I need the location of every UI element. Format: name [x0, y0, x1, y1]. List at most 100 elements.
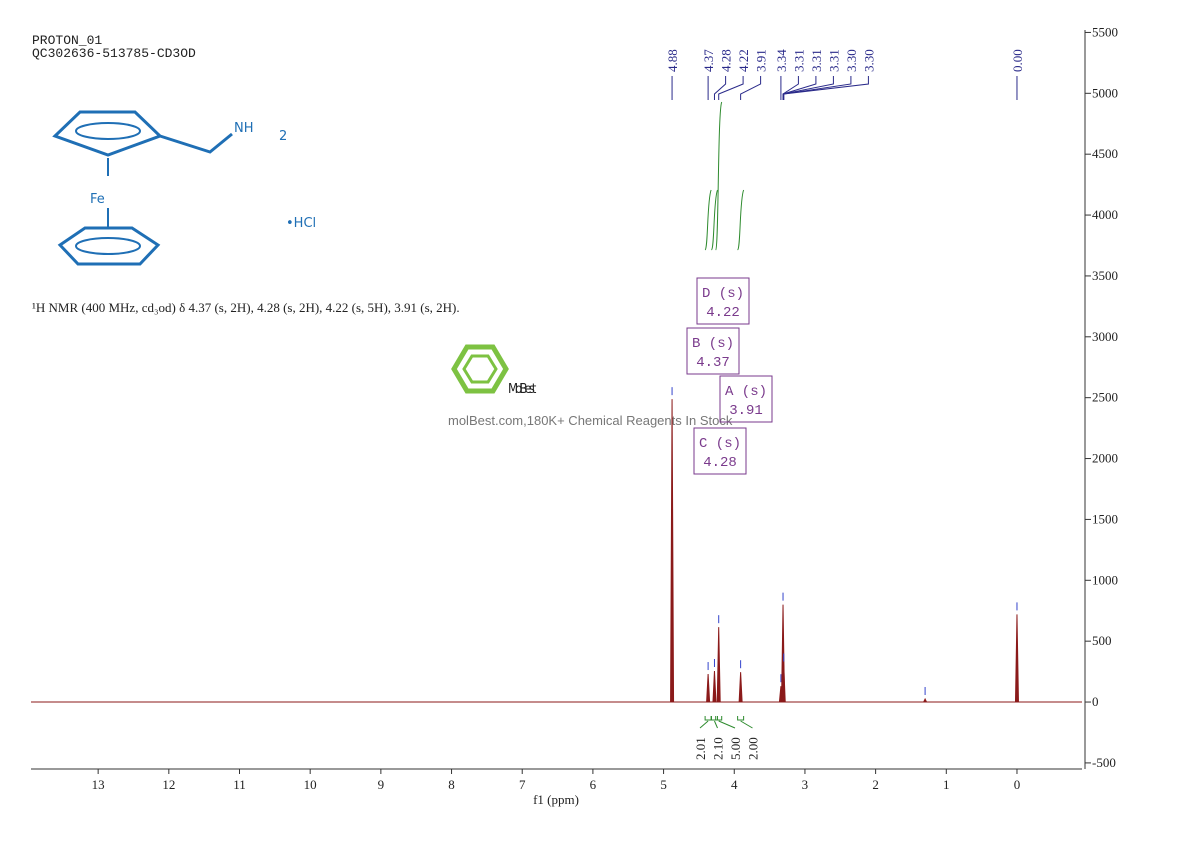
peak-label-leader [740, 76, 762, 100]
description: ¹H NMR (400 MHz, cd₃od) δ 4.37 (s, 2H), … [32, 300, 460, 315]
y-tick-label: 5000 [1092, 85, 1118, 100]
multiplet-shift: 4.37 [696, 355, 730, 371]
peak-label: 3.31 [826, 49, 841, 72]
peak-label: 4.37 [701, 49, 716, 72]
x-tick-label: 8 [448, 777, 455, 792]
peak-label-leader [783, 76, 852, 100]
x-tick-label: 13 [92, 777, 105, 792]
salt-label: •HCl [286, 216, 316, 231]
metal-label: Fe [90, 192, 105, 207]
y-tick-label: 1500 [1092, 511, 1118, 526]
integral-leader [740, 720, 753, 729]
peak-label: 4.88 [665, 49, 680, 72]
peak-label-leader [783, 76, 869, 100]
y-tick-label: -500 [1092, 755, 1116, 770]
bond [159, 132, 233, 154]
peak-label: 3.31 [809, 49, 824, 72]
y-tick-label: 3000 [1092, 329, 1118, 344]
cp-ring-inner [75, 237, 141, 255]
cp-ring [57, 226, 161, 266]
cp-ring-inner [75, 122, 141, 140]
multiplet-label: D (s) [702, 286, 744, 302]
multiplet-label: B (s) [692, 336, 734, 352]
watermark-logo-text: MolBest [508, 382, 537, 397]
integral-label: 2.00 [746, 737, 761, 760]
peak-label: 3.30 [861, 49, 876, 72]
integral-bracket [737, 716, 745, 721]
watermark-text: molBest.com,180K+ Chemical Reagents In S… [448, 413, 733, 428]
integral-bracket [715, 716, 723, 721]
peak-label: 4.22 [736, 49, 751, 72]
y-tick-label: 3500 [1092, 268, 1118, 283]
amine-label: NH [234, 121, 254, 136]
multiplet-shift: 4.22 [706, 305, 740, 321]
x-tick-label: 1 [943, 777, 950, 792]
integral-curve [737, 189, 745, 251]
y-tick-label: 4000 [1092, 207, 1118, 222]
y-tick-label: 0 [1092, 694, 1099, 709]
integral-curve [715, 101, 723, 251]
x-tick-label: 5 [660, 777, 667, 792]
integral-bracket [704, 716, 712, 721]
watermark-logo [451, 344, 509, 394]
peak-label-leader [718, 76, 744, 100]
peak-label: 3.91 [754, 49, 769, 72]
x-tick-label: 0 [1014, 777, 1021, 792]
multiplet-label: A (s) [725, 384, 767, 400]
x-tick-label: 4 [731, 777, 738, 792]
x-tick-label: 3 [802, 777, 809, 792]
peak [706, 674, 711, 703]
cp-ring [52, 110, 163, 157]
integral-leader [699, 720, 709, 729]
peak-label: 3.34 [774, 49, 789, 72]
chart-title: PROTON_01 [32, 33, 102, 48]
integral-bracket [710, 716, 718, 721]
amine-subscript: 2 [279, 129, 287, 144]
integral-label: 2.10 [711, 737, 726, 760]
multiplet-box [696, 277, 750, 325]
x-tick-label: 12 [162, 777, 175, 792]
peak-label: 4.28 [719, 49, 734, 72]
multiplet-shift: 4.28 [703, 455, 737, 471]
x-tick-label: 10 [304, 777, 317, 792]
peak [738, 672, 743, 703]
multiplet-label: C (s) [699, 436, 741, 452]
chart-subtitle: QC302636-513785-CD3OD [32, 46, 196, 61]
peak [670, 399, 675, 703]
y-tick-label: 1000 [1092, 572, 1118, 587]
peak-label-leader [782, 76, 834, 100]
peak-label: 0.00 [1010, 49, 1025, 72]
x-tick-label: 9 [378, 777, 385, 792]
peak [923, 697, 928, 703]
peak [781, 665, 786, 703]
integral-curve [704, 189, 712, 251]
y-tick-label: 2500 [1092, 390, 1118, 405]
peak [1014, 614, 1019, 703]
peak-label-leader [713, 76, 727, 100]
integral-leader [718, 720, 736, 729]
structure [52, 110, 233, 266]
integral-curve [711, 189, 718, 251]
peak [712, 670, 717, 703]
x-tick-label: 11 [233, 777, 246, 792]
x-tick-label: 7 [519, 777, 526, 792]
y-tick-label: 2000 [1092, 451, 1118, 466]
multiplet-shift: 3.91 [729, 403, 763, 419]
multiplet-box [686, 327, 740, 375]
x-tick-label: 6 [590, 777, 597, 792]
x-axis-label: f1 (ppm) [533, 792, 579, 807]
integral-leader [714, 720, 718, 729]
x-tick-label: 2 [872, 777, 879, 792]
y-tick-label: 4500 [1092, 146, 1118, 161]
integral-label: 2.01 [693, 737, 708, 760]
y-tick-label: 500 [1092, 633, 1112, 648]
y-tick-label: 5500 [1092, 24, 1118, 39]
peak-label: 3.30 [844, 49, 859, 72]
multiplet-box [719, 375, 773, 423]
integral-label: 5.00 [728, 737, 743, 760]
peak-label-leader [782, 76, 799, 100]
peak-label: 3.31 [791, 49, 806, 72]
peak [716, 627, 721, 703]
multiplet-box [693, 427, 747, 475]
